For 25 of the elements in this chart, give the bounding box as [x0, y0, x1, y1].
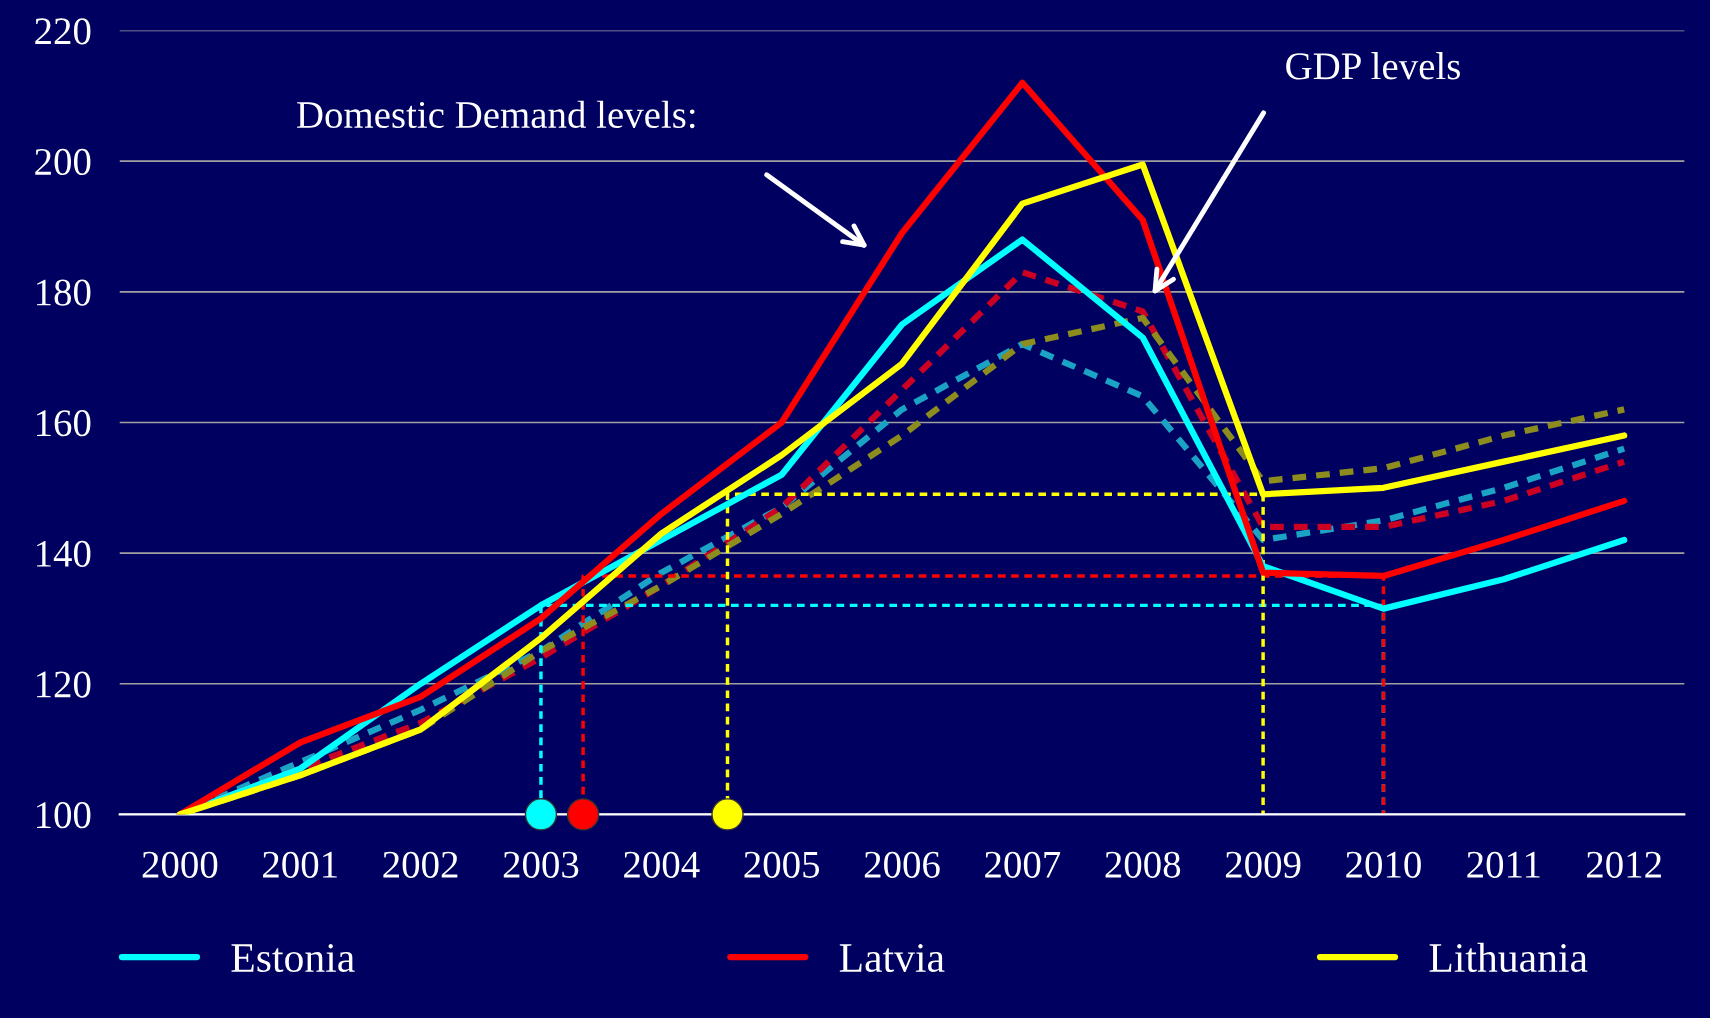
legend-label: Lithuania	[1429, 942, 1588, 973]
x-tick-label: 2001	[263, 851, 337, 878]
y-tick-label: 120	[37, 671, 91, 698]
x-tick-label: 2006	[864, 851, 940, 878]
y-tick-label: 220	[35, 18, 91, 45]
x-tick-label: 2005	[744, 851, 820, 878]
x-tick-label: 2002	[383, 851, 458, 878]
annotation: Domestic Demand levels:	[297, 100, 695, 129]
x-tick-label: 2007	[985, 851, 1061, 878]
x-tick-label: 2011	[1467, 851, 1540, 878]
y-tick-label: 160	[37, 410, 91, 437]
y-tick-label: 200	[35, 148, 91, 176]
y-tick-label: 140	[37, 540, 91, 567]
x-tick-label: 2012	[1586, 851, 1661, 878]
x-tick-label: 2004	[624, 851, 700, 878]
legend-label: Latvia	[839, 944, 945, 973]
x-tick-label: 2009	[1225, 851, 1301, 878]
legend-label: Estonia	[231, 944, 355, 973]
x-tick-label: 2000	[142, 851, 218, 878]
x-tick-label: 2003	[503, 851, 579, 878]
x-tick-label: 2010	[1346, 851, 1421, 878]
x-tick-label: 2008	[1105, 851, 1181, 878]
y-tick-label: 180	[37, 279, 91, 306]
annotation: GDP levels	[1286, 52, 1460, 80]
y-tick-label: 100	[37, 802, 91, 829]
